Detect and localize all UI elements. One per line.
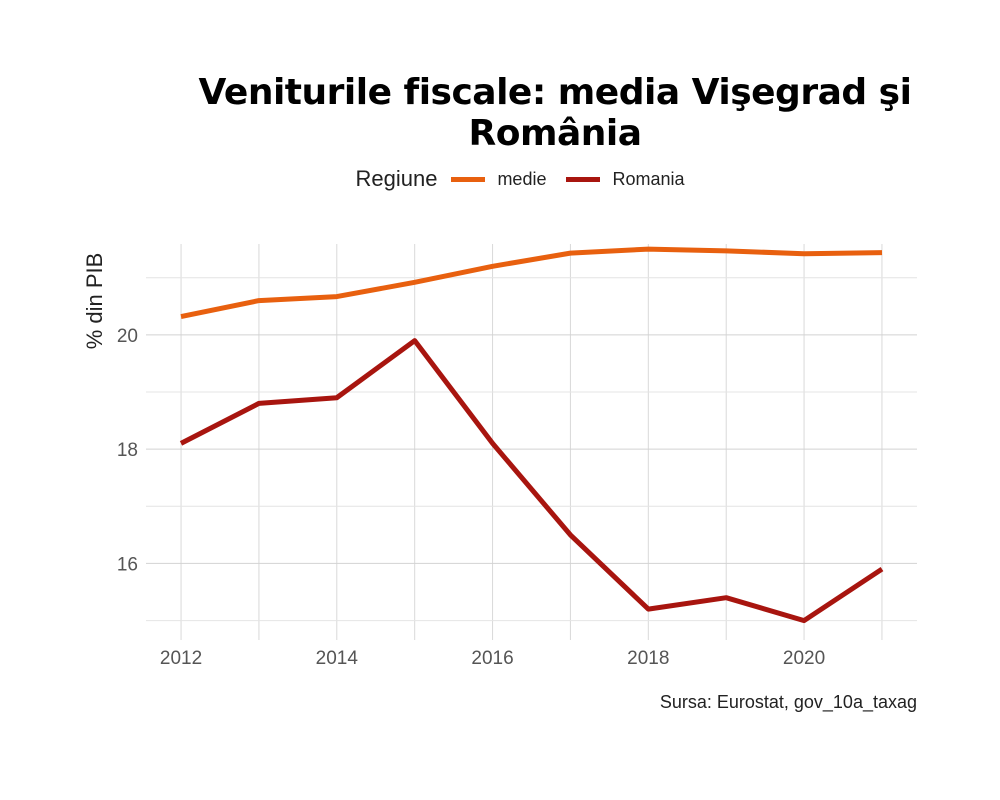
legend: Regiune medie Romania [0,166,1000,192]
y-axis-ticks: 16 18 20 [117,326,138,576]
x-tick-2018: 2018 [627,648,669,669]
gridlines [146,244,917,640]
x-tick-2020: 2020 [783,648,825,669]
legend-key-medie [451,176,486,182]
legend-key-romania [566,176,601,182]
series-line-romania [179,338,884,624]
series-lines [179,246,884,624]
chart-title: Veniturile fiscale: media Vişegrad şi Ro… [198,72,912,154]
y-tick-18: 18 [117,440,138,461]
y-tick-20: 20 [117,326,138,347]
legend-label-medie: medie [497,168,547,189]
series-line-medie [180,246,883,320]
y-tick-16: 16 [117,554,138,575]
legend-item-romania: Romania [566,168,685,190]
x-axis-ticks: 2012 2014 2016 2018 2020 [160,648,825,669]
x-tick-2016: 2016 [471,648,513,669]
x-tick-2012: 2012 [160,648,202,669]
x-tick-2014: 2014 [316,648,359,669]
legend-label-romania: Romania [612,168,685,189]
legend-title: Regiune [355,166,438,191]
source-caption: Sursa: Eurostat, gov_10a_taxag [659,692,917,712]
legend-item-medie: medie [451,169,546,190]
y-axis-label: % din PIB [82,253,107,350]
